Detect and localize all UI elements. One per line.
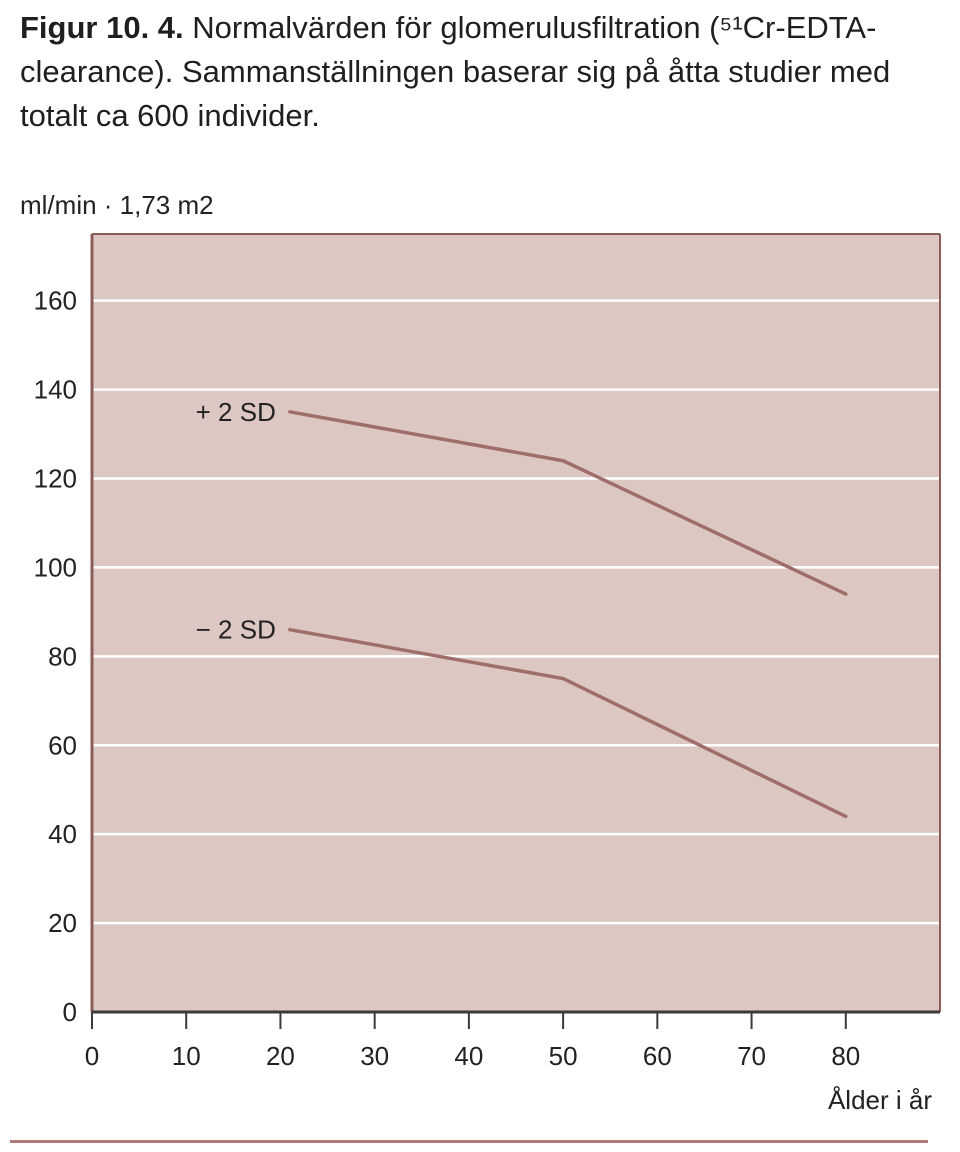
x-tick-label-0: 0 — [85, 1041, 99, 1071]
caption-lead: Figur 10. 4. — [20, 10, 184, 45]
y-tick-label-100: 100 — [34, 552, 77, 582]
y-tick-label-0: 0 — [63, 997, 77, 1027]
series-line-1 — [288, 627, 848, 819]
x-tick-label-10: 10 — [172, 1041, 201, 1071]
series-label-1: − 2 SD — [196, 615, 276, 645]
x-tick-label-60: 60 — [643, 1041, 672, 1071]
x-tick-label-40: 40 — [454, 1041, 483, 1071]
y-tick-label-160: 160 — [34, 286, 77, 316]
y-tick-label-140: 140 — [34, 375, 77, 405]
y-axis-label: ml/min · 1,73 m2 — [20, 190, 214, 220]
series-label-0: + 2 SD — [196, 397, 276, 427]
y-tick-label-20: 20 — [48, 908, 77, 938]
x-tick-label-30: 30 — [360, 1041, 389, 1071]
x-tick-label-80: 80 — [831, 1041, 860, 1071]
caption-text: Normalvärden för glomerulusfiltration (⁵… — [20, 10, 891, 133]
y-tick-label-120: 120 — [34, 464, 77, 494]
x-axis-label: Ålder i år — [827, 1085, 932, 1115]
x-tick-label-50: 50 — [549, 1041, 578, 1071]
figure-caption: Figur 10. 4. Normalvärden för glomerulus… — [20, 6, 920, 138]
y-tick-label-60: 60 — [48, 730, 77, 760]
x-tick-label-70: 70 — [737, 1041, 766, 1071]
plot-background — [92, 234, 940, 1012]
series-line-0 — [288, 410, 848, 596]
bottom-rule — [10, 1140, 928, 1143]
y-tick-label-80: 80 — [48, 641, 77, 671]
x-tick-label-20: 20 — [266, 1041, 295, 1071]
y-tick-label-40: 40 — [48, 819, 77, 849]
